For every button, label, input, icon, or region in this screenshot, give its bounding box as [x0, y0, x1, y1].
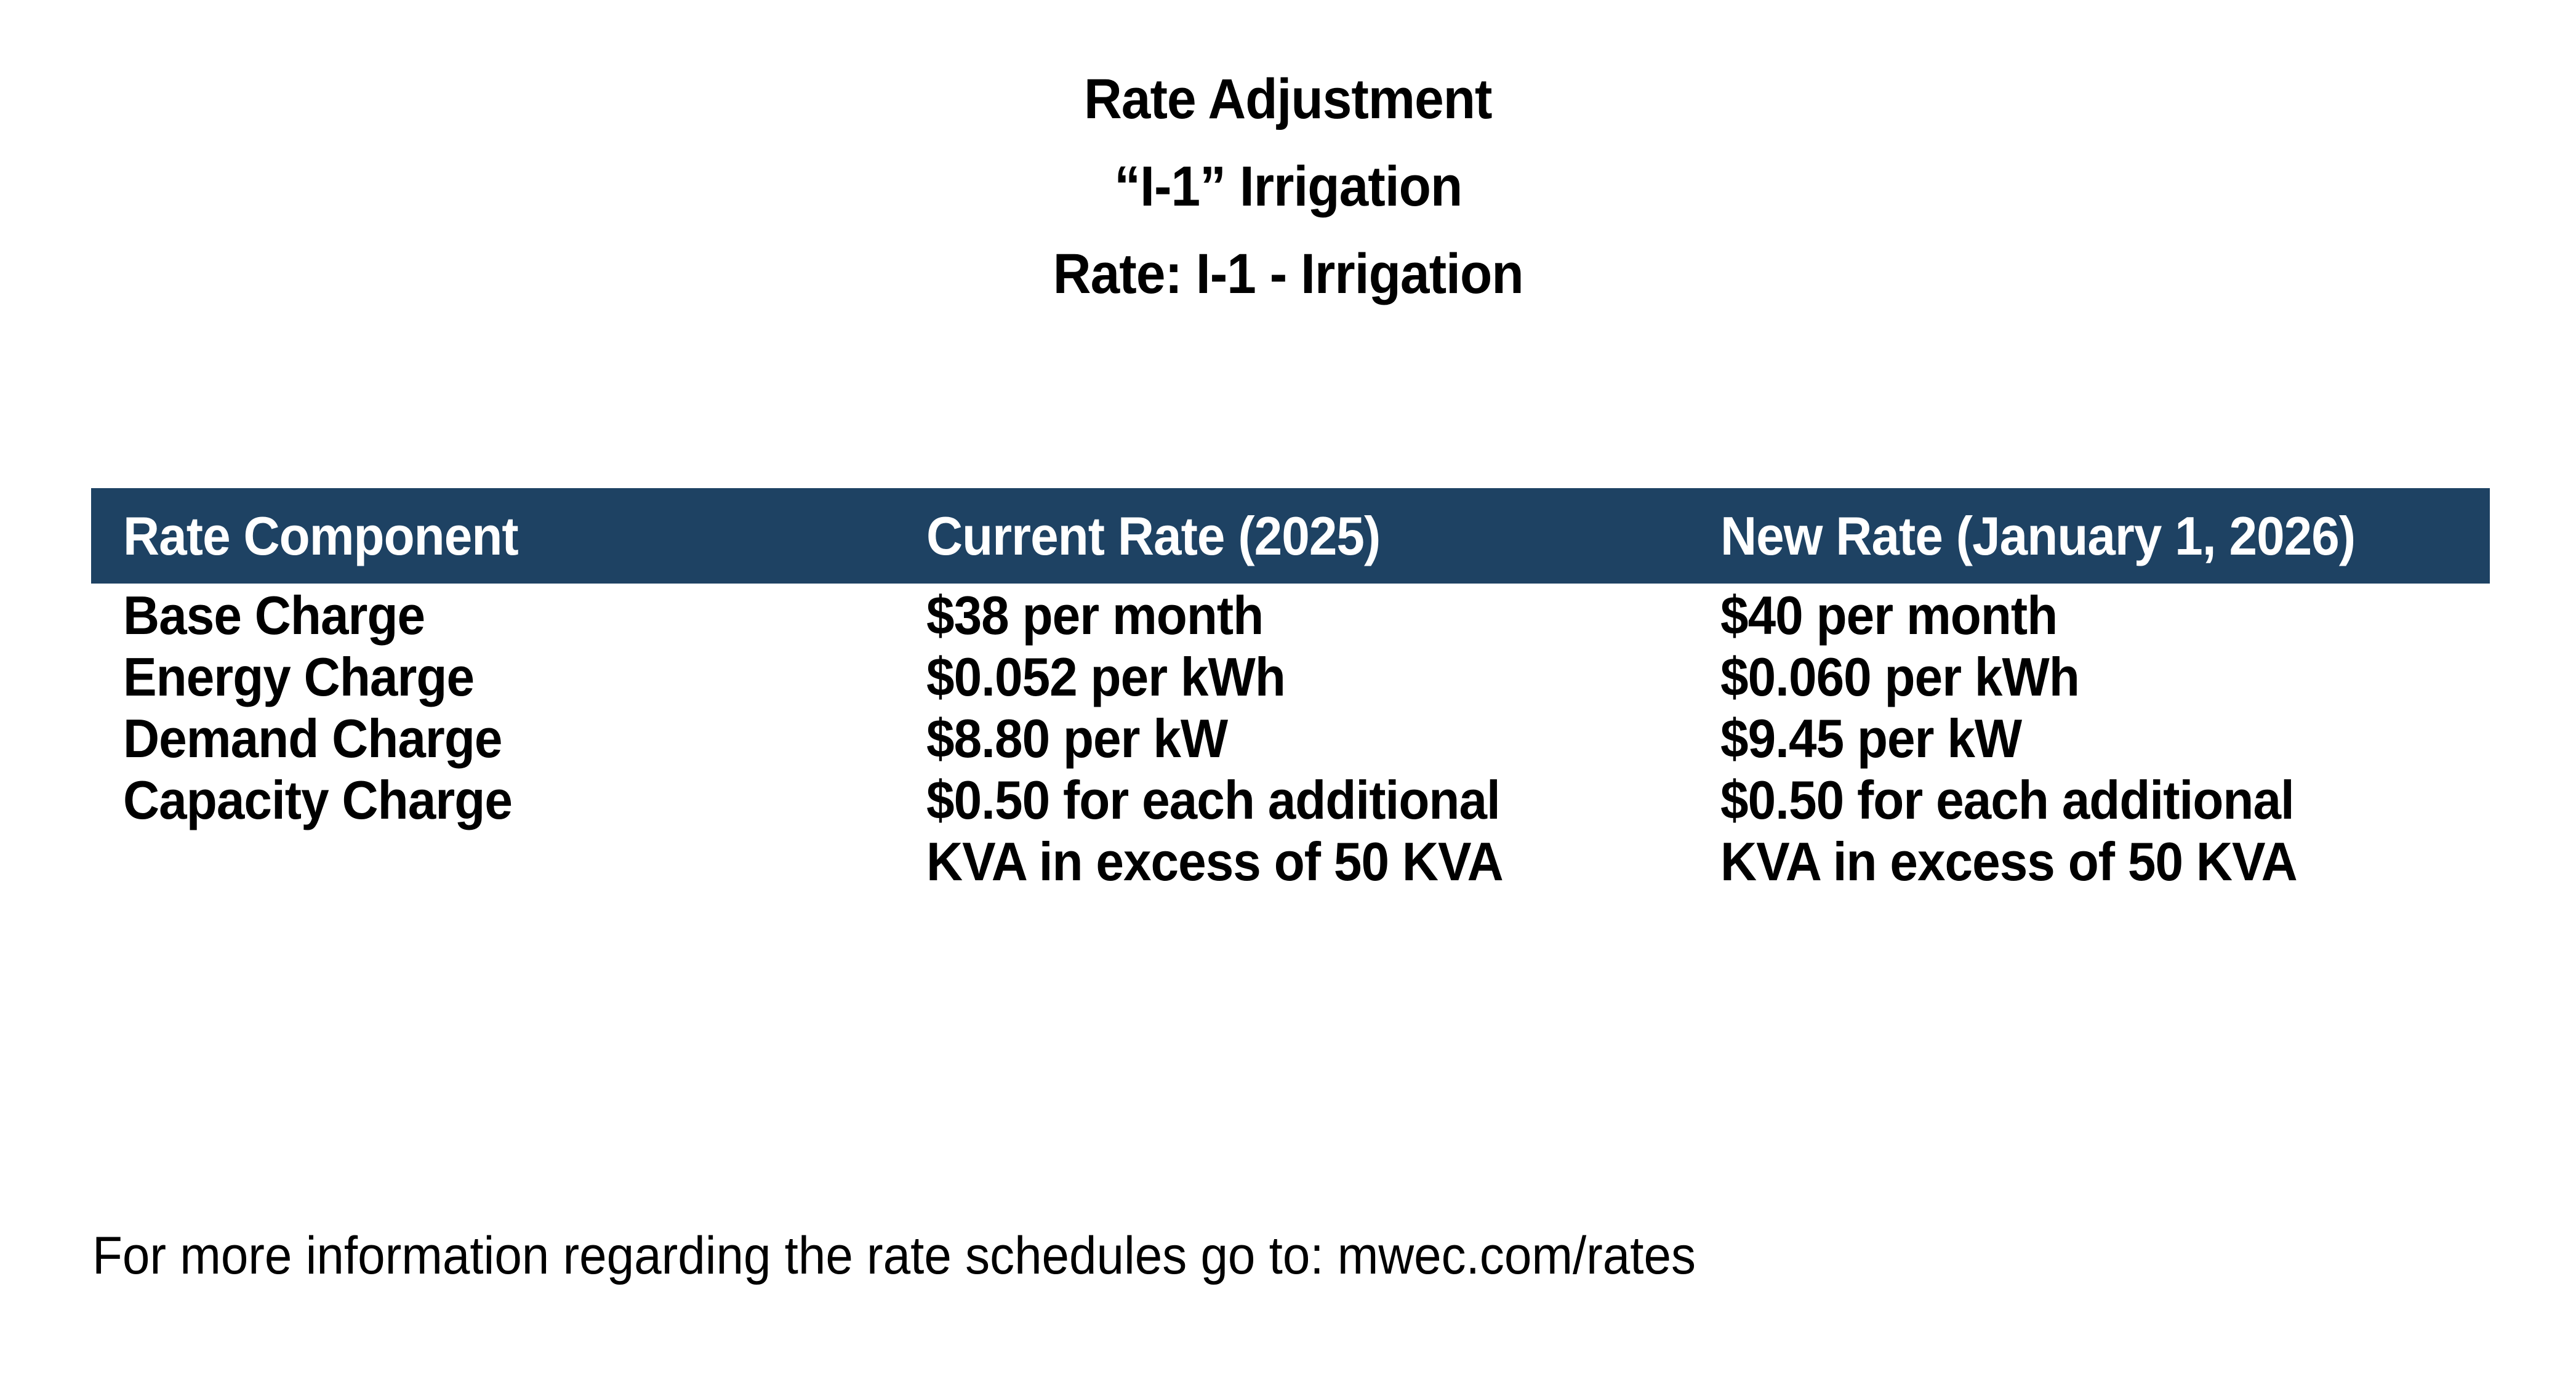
subtitle-rate-code: Rate: I-1 - Irrigation: [0, 230, 2576, 318]
title-block: Rate Adjustment “I-1” Irrigation Rate: I…: [0, 55, 2576, 318]
header-current-rate: Current Rate (2025): [926, 505, 1381, 566]
header-rate-component: Rate Component: [123, 505, 519, 566]
table-header-row: Rate Component Current Rate (2025) New R…: [91, 488, 2490, 584]
cell-component: Demand Charge: [123, 708, 502, 769]
cell-component: Capacity Charge: [123, 769, 513, 830]
subtitle-rate-class-text: “I-1” Irrigation: [1113, 155, 1463, 218]
table-row-capacity-charge: Capacity Charge $0.50 for each additiona…: [91, 769, 2490, 893]
table-row-base-charge: Base Charge $38 per month $40 per month: [91, 585, 2490, 646]
footer-note-text: For more information regarding the rate …: [92, 1226, 1696, 1285]
header-new-rate: New Rate (January 1, 2026): [1720, 505, 2356, 566]
cell-current-rate: $0.052 per kWh: [926, 646, 1286, 707]
subtitle-rate-class: “I-1” Irrigation: [0, 143, 2576, 230]
table-row-demand-charge: Demand Charge $8.80 per kW $9.45 per kW: [91, 708, 2490, 769]
cell-current-rate: $0.50 for each additional KVA in excess …: [926, 769, 1504, 892]
footer-note: For more information regarding the rate …: [92, 1222, 1816, 1290]
cell-new-rate: $0.060 per kWh: [1720, 646, 2080, 707]
cell-new-rate: $0.50 for each additional KVA in excess …: [1720, 769, 2298, 892]
rate-table: Rate Component Current Rate (2025) New R…: [91, 488, 2490, 893]
cell-component: Energy Charge: [123, 646, 475, 707]
page-title: Rate Adjustment: [0, 55, 2576, 143]
page-title-text: Rate Adjustment: [1084, 68, 1493, 130]
table-body: Base Charge $38 per month $40 per month …: [91, 585, 2490, 893]
cell-new-rate: $40 per month: [1720, 585, 2058, 646]
cell-current-rate: $8.80 per kW: [926, 708, 1228, 769]
cell-component: Base Charge: [123, 585, 425, 646]
cell-current-rate: $38 per month: [926, 585, 1264, 646]
subtitle-rate-code-text: Rate: I-1 - Irrigation: [1053, 243, 1524, 305]
cell-new-rate: $9.45 per kW: [1720, 708, 2022, 769]
table-row-energy-charge: Energy Charge $0.052 per kWh $0.060 per …: [91, 646, 2490, 708]
